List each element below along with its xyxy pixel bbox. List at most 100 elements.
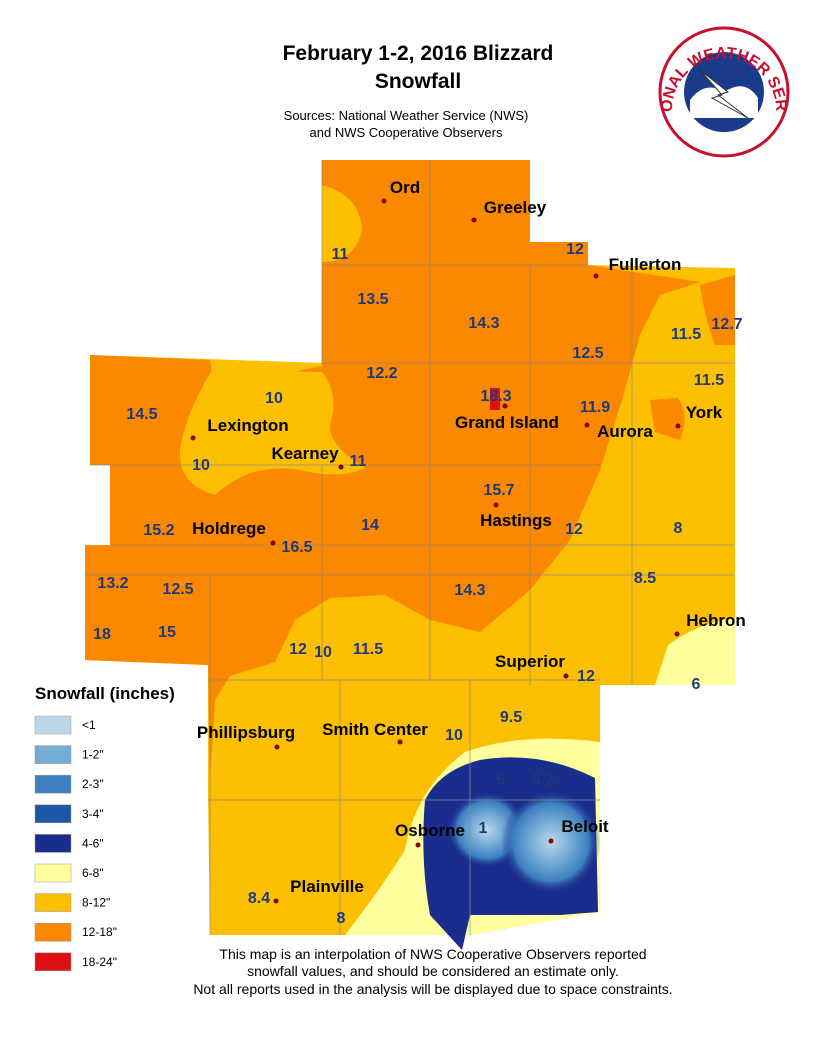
snowfall-value: 5 <box>497 772 506 789</box>
snowfall-value: 12 <box>565 521 583 538</box>
city-label: Greeley <box>484 198 547 217</box>
snowfall-value: 12.5 <box>162 581 193 598</box>
snowfall-value: 13.2 <box>97 575 128 592</box>
city-label: Beloit <box>561 817 609 836</box>
snowfall-value: 14.3 <box>454 582 485 599</box>
snowfall-value: 9.5 <box>500 709 522 726</box>
legend-label: 12-18" <box>82 925 117 939</box>
snowfall-value: 10 <box>445 727 463 744</box>
legend-label: 1-2" <box>82 748 104 762</box>
snowfall-value: 11 <box>350 453 367 470</box>
snowfall-value: 10 <box>192 457 210 474</box>
snowfall-value: 12.2 <box>366 365 397 382</box>
legend-label: 6-8" <box>82 866 104 880</box>
snowfall-value: 18.3 <box>480 388 511 405</box>
legend-label: 4-6" <box>82 836 104 850</box>
city-marker <box>548 838 554 844</box>
snowfall-value: 8.5 <box>634 570 656 587</box>
snowfall-value: 12 <box>566 241 584 258</box>
city-marker <box>397 739 403 745</box>
snowfall-value: 11.5 <box>671 326 701 343</box>
footnote: snowfall values, and should be considere… <box>247 963 619 979</box>
legend-swatch <box>34 774 72 794</box>
snowfall-value: 8.4 <box>248 890 270 907</box>
snowfall-value: 15.7 <box>483 482 514 499</box>
snowfall-value: 14 <box>361 517 379 534</box>
city-label: Phillipsburg <box>197 723 295 742</box>
city-marker <box>674 631 680 637</box>
snowfall-value: 18 <box>93 626 111 643</box>
city-label: Superior <box>495 652 565 671</box>
city-marker <box>563 673 569 679</box>
snowfall-value: 1 <box>479 820 488 837</box>
snowfall-value: 11.5 <box>353 641 383 658</box>
map <box>85 160 735 950</box>
city-marker <box>584 422 590 428</box>
city-label: Lexington <box>207 416 288 435</box>
legend-swatch <box>34 745 72 764</box>
city-label: Ord <box>390 178 420 197</box>
city-marker <box>381 198 387 204</box>
legend-label: 3-4" <box>82 807 104 821</box>
city-marker <box>190 435 196 441</box>
city-label: Plainville <box>290 877 364 896</box>
sources: and NWS Cooperative Observers <box>310 125 503 140</box>
legend-label: <1 <box>82 718 96 732</box>
snowfall-value: 16.5 <box>281 539 312 556</box>
city-marker <box>338 464 344 470</box>
snowfall-value: 15.2 <box>143 522 174 539</box>
city-label: Kearney <box>271 444 339 463</box>
city-marker <box>273 898 279 904</box>
city-marker <box>415 842 421 848</box>
legend-label: 8-12" <box>82 896 110 910</box>
snowfall-value: 12.7 <box>711 316 742 333</box>
city-marker <box>274 744 280 750</box>
footnote: This map is an interpolation of NWS Coop… <box>219 946 646 962</box>
legend-swatch <box>34 863 72 883</box>
snowfall-value: 14.3 <box>468 315 499 332</box>
snowfall-value: 10 <box>314 644 332 661</box>
snowfall-value: 8 <box>674 520 683 537</box>
snowfall-value: 13.5 <box>357 291 388 308</box>
snowfall-value: 8 <box>337 910 346 927</box>
snowfall-value: 12.5 <box>572 345 603 362</box>
legend-label: 2-3" <box>82 777 104 791</box>
title: February 1-2, 2016 Blizzard <box>283 42 554 65</box>
snowfall-value: 15 <box>158 624 176 641</box>
snowfall-value: 14.5 <box>126 406 157 423</box>
city-label: Aurora <box>597 422 653 441</box>
city-label: Fullerton <box>609 255 682 274</box>
city-marker <box>493 502 499 508</box>
city-label: Holdrege <box>192 519 266 538</box>
legend-swatch <box>34 834 72 853</box>
snowfall-value: 11.5 <box>694 372 724 389</box>
city-label: Hastings <box>480 511 552 530</box>
legend-swatch <box>34 893 72 912</box>
snowfall-value: 11.9 <box>580 399 610 416</box>
footnote: Not all reports used in the analysis wil… <box>193 981 672 997</box>
sources: Sources: National Weather Service (NWS) <box>284 108 529 123</box>
snowfall-value: 6 <box>692 676 701 693</box>
snowfall-value: 12 <box>577 668 595 685</box>
city-marker <box>502 403 508 409</box>
snowfall-value: 11 <box>332 246 349 263</box>
city-label: Hebron <box>686 611 746 630</box>
legend-swatch <box>34 715 72 735</box>
city-label: York <box>686 403 723 422</box>
legend-label: 18-24" <box>82 955 117 969</box>
legend: <1 1-2" 2-3" 3-4" 4-6" 6-8" 8-12" 12-18" 18-24" <box>34 715 117 972</box>
subtitle: Snowfall <box>375 70 461 93</box>
city-marker <box>675 423 681 429</box>
snowfall-value: 5.2 <box>532 772 554 789</box>
city-label: Smith Center <box>322 720 428 739</box>
snowfall-value: 12 <box>289 641 307 658</box>
legend-swatch <box>34 952 72 972</box>
city-marker <box>471 217 477 223</box>
legend-title: Snowfall (inches) <box>35 684 175 703</box>
city-label: Osborne <box>395 821 465 840</box>
city-marker <box>270 540 276 546</box>
city-marker <box>593 273 599 279</box>
city-label: Grand Island <box>455 413 559 432</box>
legend-swatch <box>34 922 72 942</box>
